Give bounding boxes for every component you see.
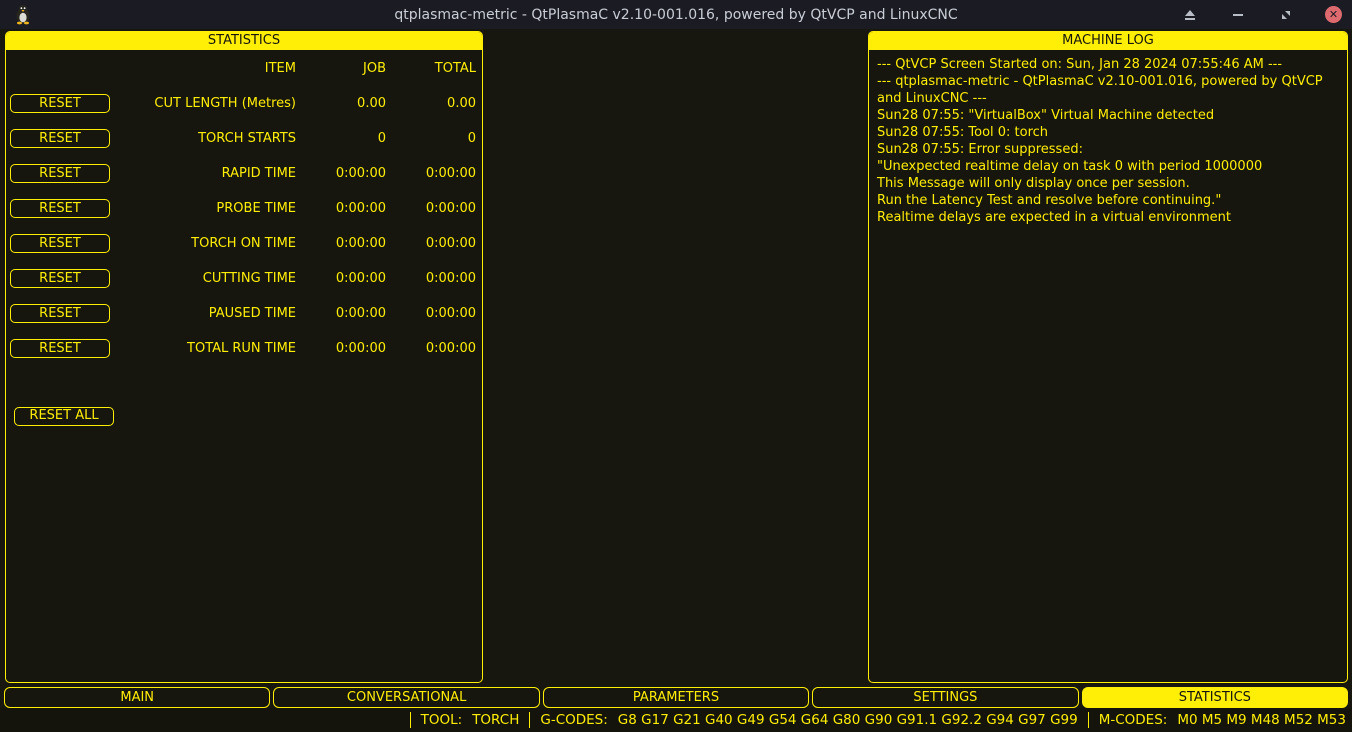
tab-conversational[interactable]: CONVERSATIONAL [273, 687, 540, 708]
minimize-icon[interactable] [1229, 6, 1247, 24]
stat-item-label: TOTAL RUN TIME [187, 341, 296, 356]
log-line: This Message will only display once per … [877, 176, 1190, 191]
tab-bar: MAIN CONVERSATIONAL PARAMETERS SETTINGS … [4, 687, 1349, 708]
status-separator [409, 712, 411, 728]
table-row: RESET PROBE TIME 0:00:00 0:00:00 [10, 199, 476, 218]
column-header-item: ITEM [264, 60, 296, 76]
tool-value: TORCH [472, 712, 520, 728]
reset-rapid-time-button[interactable]: RESET [10, 164, 110, 183]
table-row: RESET CUTTING TIME 0:00:00 0:00:00 [10, 269, 476, 288]
table-row: RESET RAPID TIME 0:00:00 0:00:00 [10, 164, 476, 183]
gcodes-status: G-CODES: G8 G17 G21 G40 G49 G54 G64 G80 … [540, 712, 1077, 728]
tab-statistics[interactable]: STATISTICS [1081, 687, 1349, 708]
reset-all-button[interactable]: RESET ALL [14, 406, 114, 426]
stat-item-label: PAUSED TIME [208, 306, 296, 321]
stat-total-value: 0:00:00 [425, 201, 476, 216]
tab-settings[interactable]: SETTINGS [812, 687, 1079, 708]
tab-main[interactable]: MAIN [4, 687, 271, 708]
maximize-icon[interactable] [1277, 6, 1295, 24]
stat-item-label: TORCH STARTS [198, 131, 296, 146]
machine-log-panel: MACHINE LOG --- QtVCP Screen Started on:… [868, 31, 1348, 683]
table-row: RESET TOTAL RUN TIME 0:00:00 0:00:00 [10, 339, 476, 358]
stat-total-value: 0:00:00 [425, 306, 476, 321]
log-line: Realtime delays are expected in a virtua… [877, 210, 1232, 225]
column-header-job: JOB [363, 60, 386, 76]
mcodes-status: M-CODES: M0 M5 M9 M48 M52 M53 [1099, 712, 1346, 728]
stat-item-label: PROBE TIME [216, 201, 296, 216]
reset-paused-time-button[interactable]: RESET [10, 304, 110, 323]
reset-torch-starts-button[interactable]: RESET [10, 129, 110, 148]
close-icon[interactable]: ✕ [1325, 6, 1342, 23]
statistics-table: ITEM JOB TOTAL RESET CUT LENGTH (Metres)… [6, 50, 482, 426]
stat-job-value: 0:00:00 [335, 341, 386, 356]
window-title: qtplasmac-metric - QtPlasmaC v2.10-001.0… [394, 6, 958, 23]
statistics-header-row: ITEM JOB TOTAL [10, 58, 476, 78]
reset-probe-time-button[interactable]: RESET [10, 199, 110, 218]
reset-total-run-time-button[interactable]: RESET [10, 339, 110, 358]
status-separator [529, 712, 531, 728]
tab-parameters[interactable]: PARAMETERS [542, 687, 810, 708]
status-bar: TOOL: TORCH G-CODES: G8 G17 G21 G40 G49 … [0, 708, 1352, 732]
log-line: --- qtplasmac-metric - QtPlasmaC v2.10-0… [877, 74, 1327, 106]
shade-window-icon[interactable] [1181, 6, 1199, 24]
log-line: "Unexpected realtime delay on task 0 wit… [877, 159, 1263, 174]
stat-job-value: 0:00:00 [335, 166, 386, 181]
gcodes-label: G-CODES: [540, 712, 608, 728]
stat-job-value: 0 [377, 131, 386, 146]
status-separator [1087, 712, 1089, 728]
tux-penguin-icon [14, 4, 32, 25]
reset-cutting-time-button[interactable]: RESET [10, 269, 110, 288]
column-header-total: TOTAL [434, 60, 476, 76]
stat-item-label: RAPID TIME [221, 166, 296, 181]
stat-total-value: 0.00 [447, 96, 476, 111]
stat-item-label: CUT LENGTH (Metres) [154, 96, 296, 111]
gcodes-value: G8 G17 G21 G40 G49 G54 G64 G80 G90 G91.1… [617, 712, 1078, 728]
stat-total-value: 0:00:00 [425, 341, 476, 356]
stat-total-value: 0:00:00 [425, 166, 476, 181]
statistics-panel: STATISTICS ITEM JOB TOTAL RESET CUT LENG… [5, 31, 483, 683]
reset-all-row: RESET ALL [10, 404, 476, 426]
reset-cut-length-button[interactable]: RESET [10, 94, 110, 113]
stat-total-value: 0:00:00 [425, 271, 476, 286]
title-bar: qtplasmac-metric - QtPlasmaC v2.10-001.0… [0, 0, 1352, 29]
reset-torch-on-time-button[interactable]: RESET [10, 234, 110, 253]
stat-item-label: TORCH ON TIME [191, 236, 296, 251]
stat-job-value: 0:00:00 [335, 201, 386, 216]
stat-job-value: 0.00 [357, 96, 386, 111]
tool-label: TOOL: [420, 712, 463, 728]
stat-job-value: 0:00:00 [335, 236, 386, 251]
mcodes-label: M-CODES: [1098, 712, 1168, 728]
log-line: Sun28 07:55: Tool 0: torch [877, 125, 1049, 140]
stat-total-value: 0:00:00 [425, 236, 476, 251]
stat-job-value: 0:00:00 [335, 306, 386, 321]
machine-log-text: --- QtVCP Screen Started on: Sun, Jan 28… [869, 50, 1347, 682]
log-line: Sun28 07:55: "VirtualBox" Virtual Machin… [877, 108, 1215, 123]
stat-total-value: 0 [467, 131, 476, 146]
window-controls: ✕ [1181, 0, 1342, 29]
log-line: --- QtVCP Screen Started on: Sun, Jan 28… [877, 57, 1283, 72]
machine-log-title: MACHINE LOG [869, 32, 1347, 50]
stat-job-value: 0:00:00 [335, 271, 386, 286]
tool-status: TOOL: TORCH [421, 712, 520, 728]
stat-item-label: CUTTING TIME [202, 271, 296, 286]
statistics-panel-title: STATISTICS [6, 32, 482, 50]
table-row: RESET CUT LENGTH (Metres) 0.00 0.00 [10, 94, 476, 113]
table-row: RESET TORCH ON TIME 0:00:00 0:00:00 [10, 234, 476, 253]
log-line: Sun28 07:55: Error suppressed: [877, 142, 1083, 157]
mcodes-value: M0 M5 M9 M48 M52 M53 [1177, 712, 1346, 728]
log-line: Run the Latency Test and resolve before … [877, 193, 1222, 208]
table-row: RESET PAUSED TIME 0:00:00 0:00:00 [10, 304, 476, 323]
table-row: RESET TORCH STARTS 0 0 [10, 129, 476, 148]
